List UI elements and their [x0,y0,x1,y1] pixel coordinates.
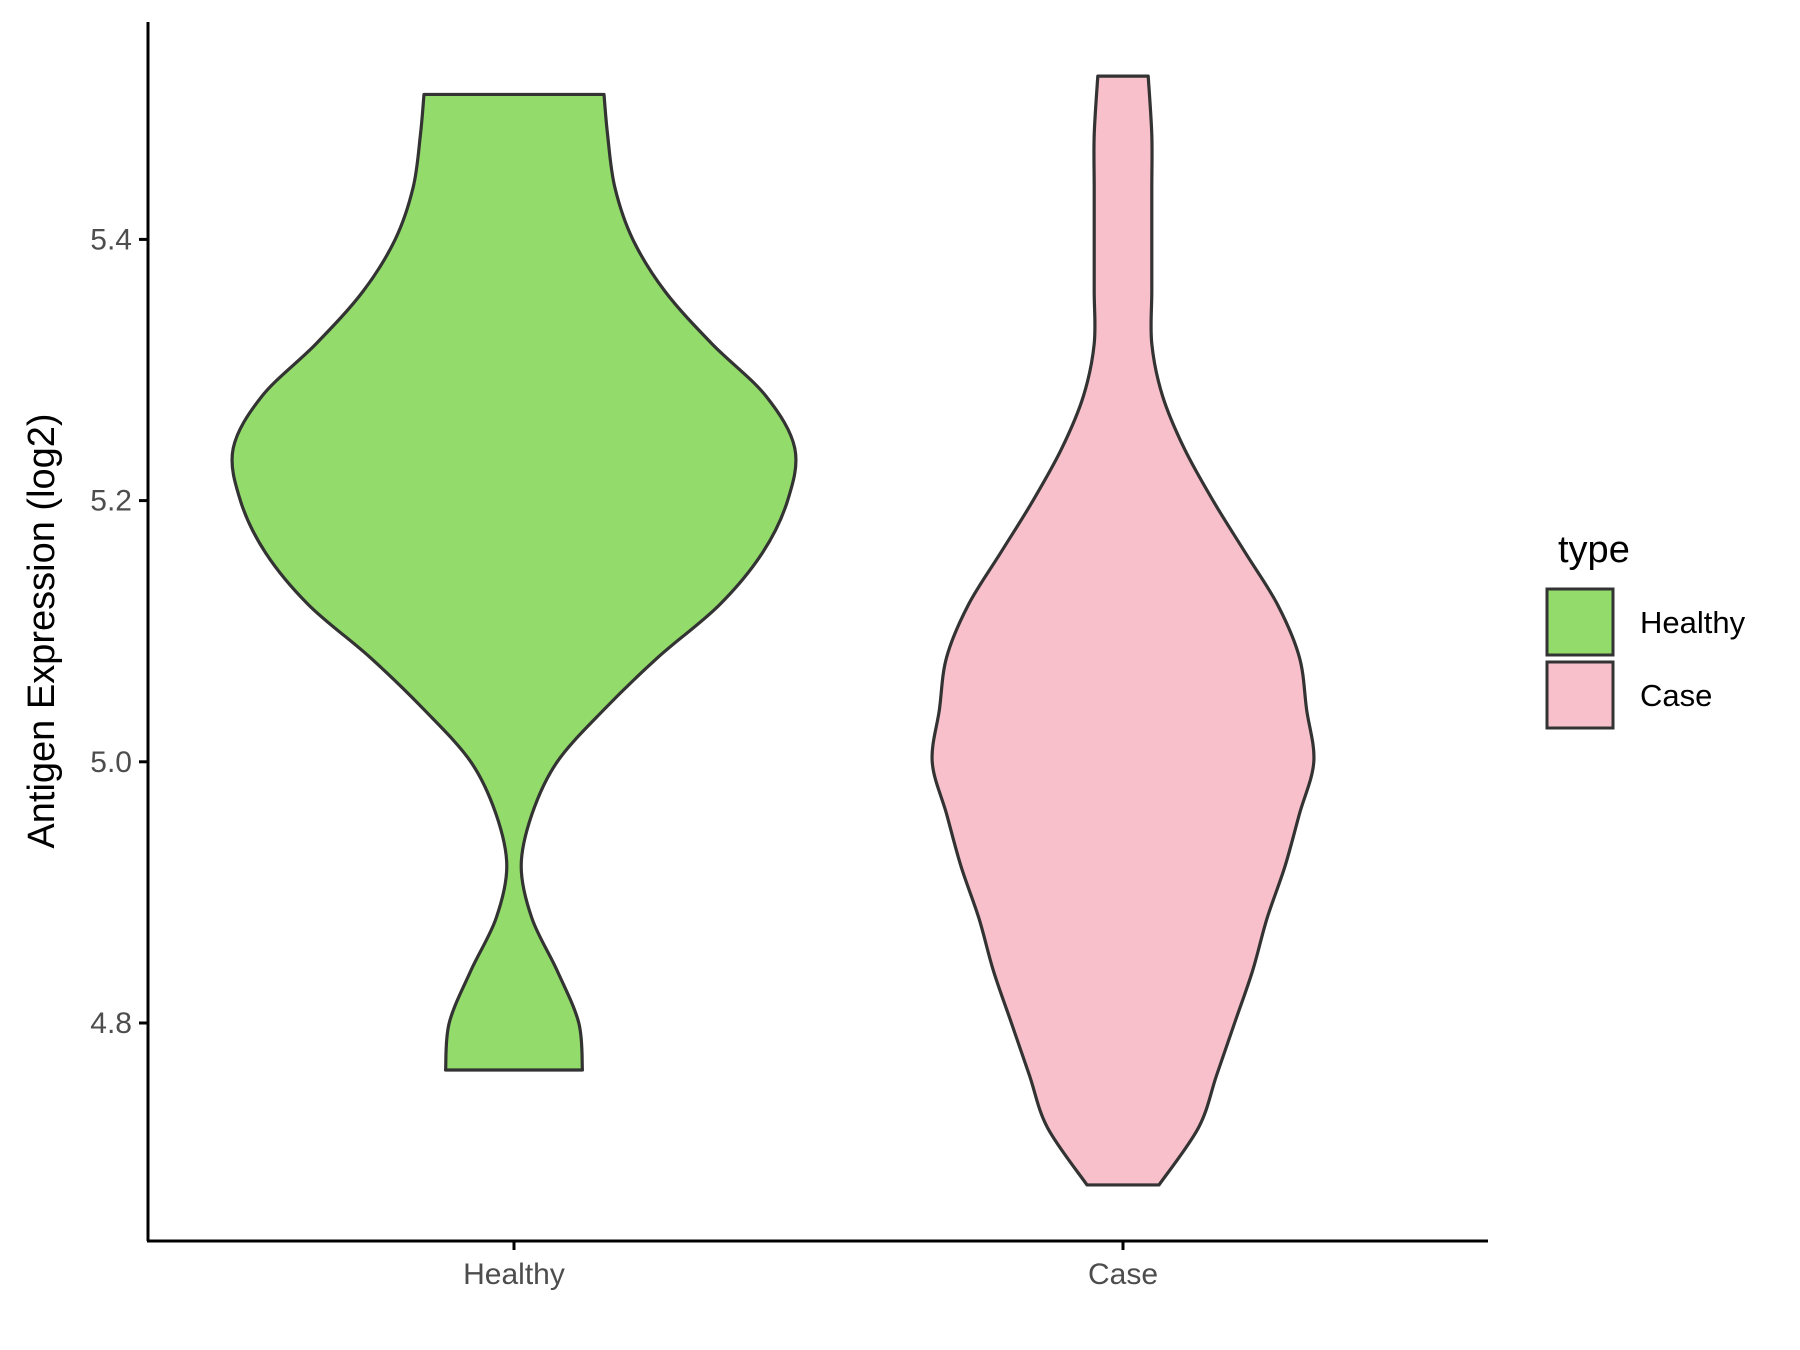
y-axis-title: Antigen Expression (log2) [21,413,63,848]
violin-case [930,74,1316,1187]
axes: 4.8 5.0 5.2 5.4 Healthy Case [90,22,1488,1291]
x-ticks: Healthy Case [463,1241,1158,1291]
y-tick-label: 5.4 [90,223,132,256]
y-ticks: 4.8 5.0 5.2 5.4 [90,223,148,1040]
legend: type Healthy Case [1545,529,1746,730]
legend-title: type [1558,529,1630,571]
violin-healthy [230,92,798,1072]
x-tick-label: Case [1088,1258,1158,1291]
y-tick-label: 5.2 [90,485,132,518]
x-tick-label: Healthy [463,1258,565,1291]
legend-swatch-case [1545,660,1615,730]
violin-layer [230,74,1316,1187]
legend-swatch-healthy [1545,587,1615,657]
legend-label-case: Case [1640,678,1712,713]
y-tick-label: 5.0 [90,746,132,779]
y-tick-label: 4.8 [90,1007,132,1040]
legend-items: Healthy Case [1545,587,1746,730]
legend-label-healthy: Healthy [1640,605,1746,640]
